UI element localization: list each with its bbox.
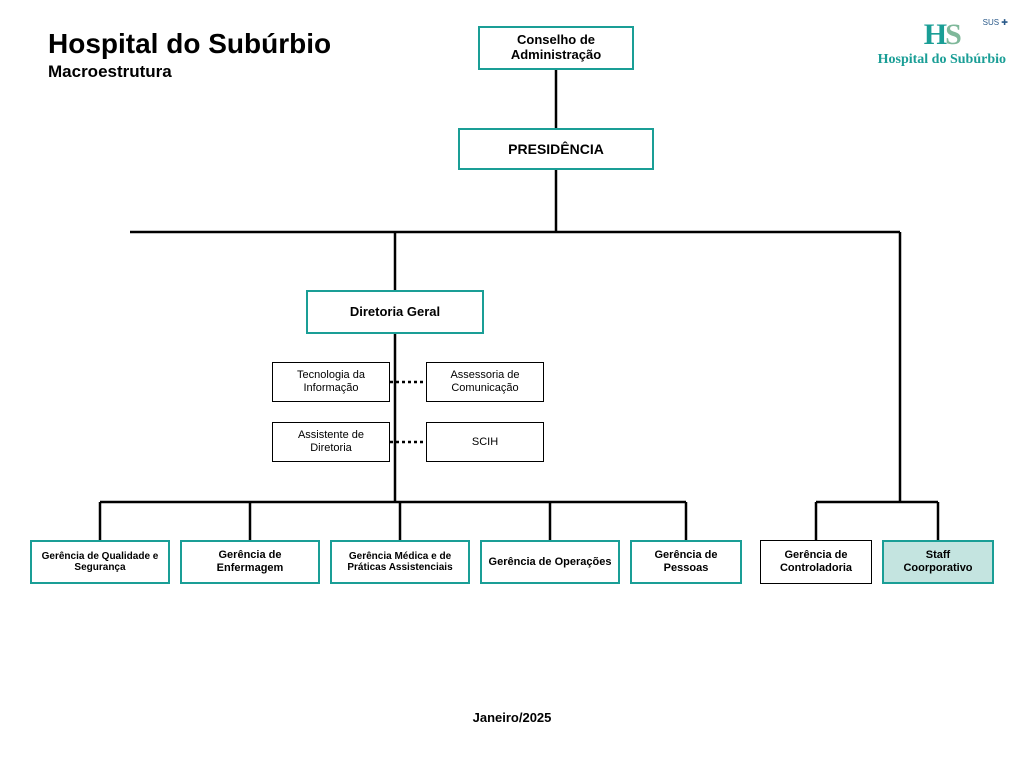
sus-mark: SUS ✚: [983, 18, 1008, 27]
hospital-logo: SUS ✚ HS Hospital do Subúrbio: [878, 18, 1006, 68]
footer-date: Janeiro/2025: [0, 710, 1024, 725]
org-node-assist: Assistente de Diretoria: [272, 422, 390, 462]
org-node-g5: Gerência de Pessoas: [630, 540, 742, 584]
org-node-g6: Gerência de Controladoria: [760, 540, 872, 584]
org-node-g7: Staff Coorporativo: [882, 540, 994, 584]
org-node-scih: SCIH: [426, 422, 544, 462]
org-node-g4: Gerência de Operações: [480, 540, 620, 584]
org-node-conselho: Conselho de Administração: [478, 26, 634, 70]
org-node-g1: Gerência de Qualidade e Segurança: [30, 540, 170, 584]
org-node-ti: Tecnologia da Informação: [272, 362, 390, 402]
page-title: Hospital do Subúrbio: [48, 28, 331, 60]
page-subtitle: Macroestrutura: [48, 62, 331, 82]
logo-name: Hospital do Subúrbio: [878, 52, 1006, 68]
org-node-g2: Gerência de Enfermagem: [180, 540, 320, 584]
org-node-g3: Gerência Médica e de Práticas Assistenci…: [330, 540, 470, 584]
page-title-block: Hospital do Subúrbio Macroestrutura: [48, 28, 331, 82]
org-node-diretoria: Diretoria Geral: [306, 290, 484, 334]
org-node-com: Assessoria de Comunicação: [426, 362, 544, 402]
org-node-presidencia: PRESIDÊNCIA: [458, 128, 654, 170]
